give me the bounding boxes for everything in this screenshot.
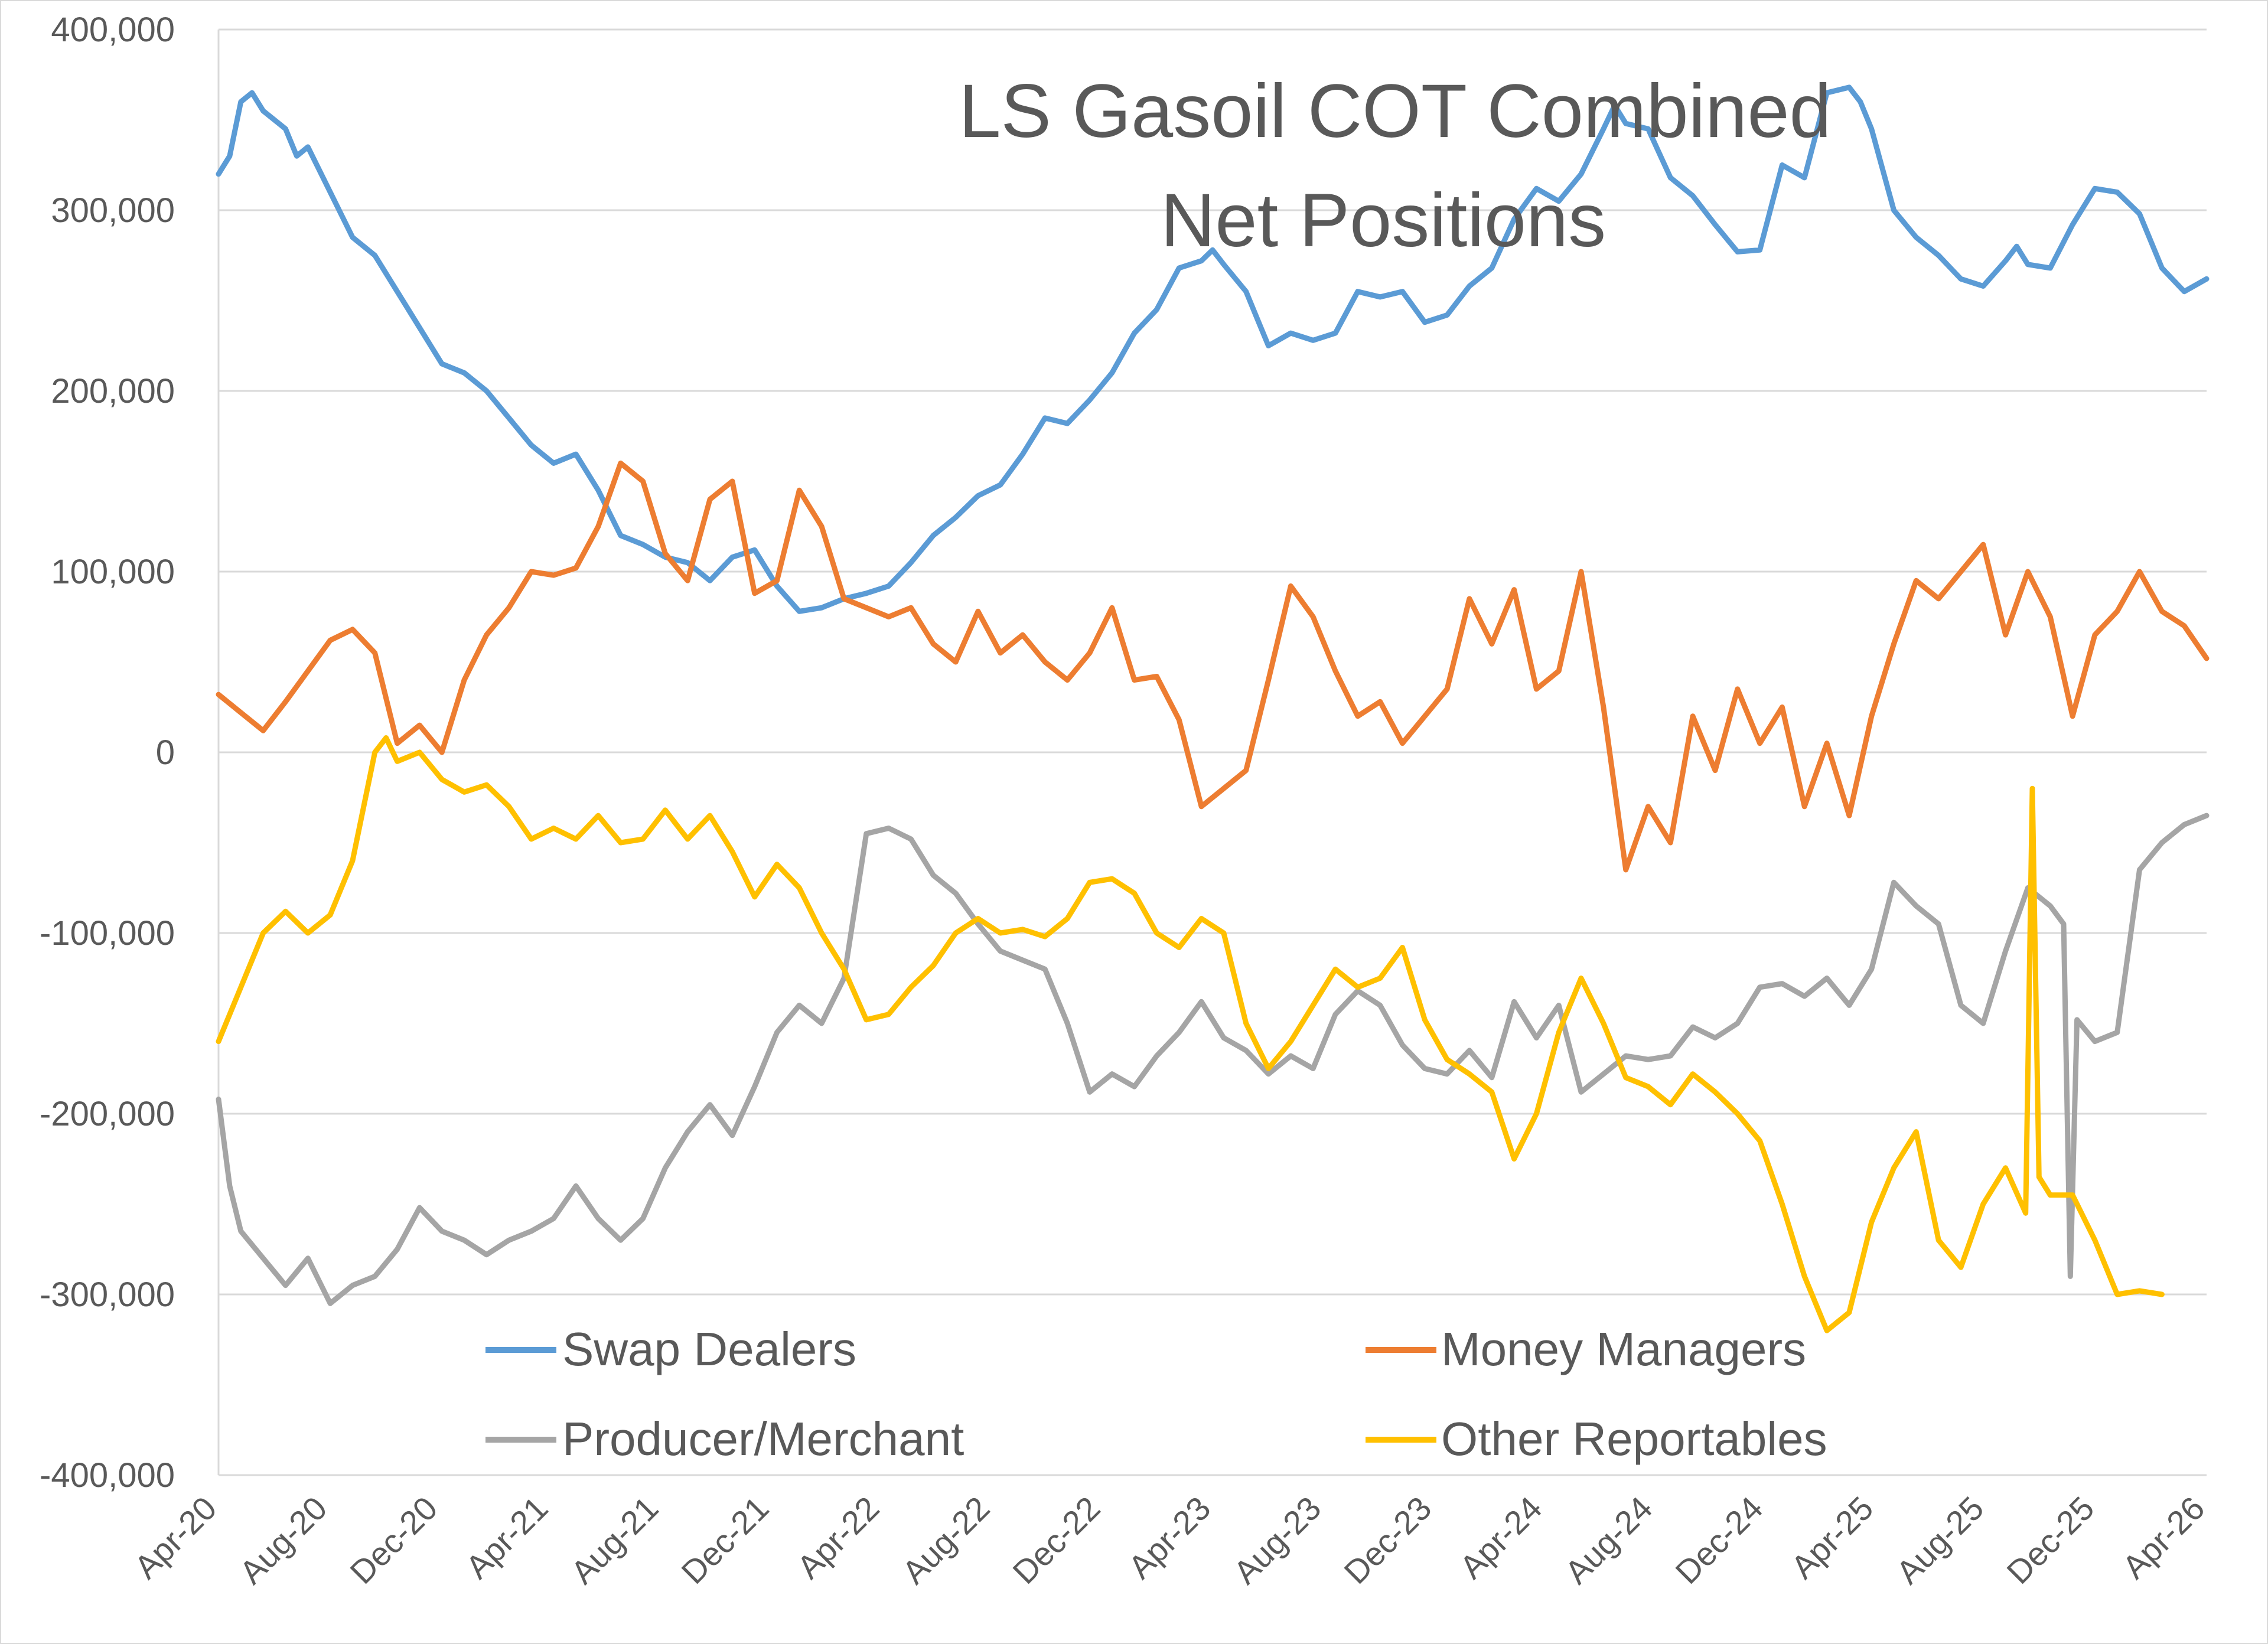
x-tick-label: Aug-22 xyxy=(895,1489,996,1591)
y-tick-label: -400,000 xyxy=(40,1456,175,1495)
chart-title-line-1: LS Gasoil COT Combined xyxy=(959,69,1831,154)
x-tick-label: Dec-22 xyxy=(1005,1489,1107,1591)
y-tick-label: -300,000 xyxy=(40,1276,175,1314)
x-tick-label: Dec-25 xyxy=(1999,1489,2101,1591)
x-tick-label: Dec-24 xyxy=(1668,1489,1770,1591)
y-tick-label: 200,000 xyxy=(51,372,175,410)
chart-title: LS Gasoil COT Combined Net Positions xyxy=(959,69,1831,263)
x-tick-label: Aug-25 xyxy=(1889,1489,1990,1591)
x-tick-label: Dec-21 xyxy=(674,1489,775,1591)
x-axis: Apr-20 Aug-20 Dec-20 Apr-21 Aug-21 Dec-21 Apr-… xyxy=(127,1489,2211,1591)
x-tick-label: Apr-20 xyxy=(127,1489,223,1586)
y-axis: 400,000 300,000 200,000 100,000 0 -100,000 -20… xyxy=(40,11,175,1495)
x-tick-label: Apr-21 xyxy=(458,1489,555,1586)
series-line-other-reportables xyxy=(216,735,2165,1333)
y-tick-label: 0 xyxy=(156,733,175,772)
x-tick-label: Apr-26 xyxy=(2115,1489,2211,1586)
legend-item-swap-dealers: Swap Dealers xyxy=(485,1323,856,1375)
series-line-money-managers xyxy=(216,460,2210,873)
series-line-swap-dealers xyxy=(216,84,2210,614)
y-tick-label: 400,000 xyxy=(51,11,175,49)
series-lines xyxy=(216,84,2210,1333)
legend-label-money-managers: Money Managers xyxy=(1441,1323,1806,1375)
legend-label-producer-merchant: Producer/Merchant xyxy=(562,1413,964,1465)
legend-item-producer-merchant: Producer/Merchant xyxy=(485,1413,964,1465)
x-tick-label: Dec-23 xyxy=(1337,1489,1438,1591)
x-tick-label: Apr-23 xyxy=(1121,1489,1217,1586)
legend: Swap Dealers Money Managers Producer/Mer… xyxy=(485,1323,1827,1465)
y-tick-label: -200,000 xyxy=(40,1095,175,1133)
legend-label-other-reportables: Other Reportables xyxy=(1441,1413,1827,1465)
chart-title-line-2: Net Positions xyxy=(1161,178,1606,263)
x-tick-label: Aug-20 xyxy=(232,1489,334,1591)
legend-item-other-reportables: Other Reportables xyxy=(1366,1413,1827,1465)
gridlines xyxy=(217,28,2207,1476)
series-line-producer-merchant xyxy=(216,813,2210,1306)
legend-label-swap-dealers: Swap Dealers xyxy=(562,1323,856,1375)
y-tick-label: 300,000 xyxy=(51,191,175,230)
x-tick-label: Dec-20 xyxy=(343,1489,444,1591)
y-tick-label: 100,000 xyxy=(51,553,175,591)
x-tick-label: Aug-21 xyxy=(563,1489,665,1591)
x-tick-label: Apr-25 xyxy=(1784,1489,1880,1586)
legend-item-money-managers: Money Managers xyxy=(1366,1323,1806,1375)
x-tick-label: Apr-22 xyxy=(790,1489,886,1586)
x-tick-label: Aug-24 xyxy=(1557,1489,1659,1591)
x-tick-label: Aug-23 xyxy=(1226,1489,1328,1591)
x-tick-label: Apr-24 xyxy=(1452,1489,1549,1586)
y-tick-label: -100,000 xyxy=(40,914,175,953)
